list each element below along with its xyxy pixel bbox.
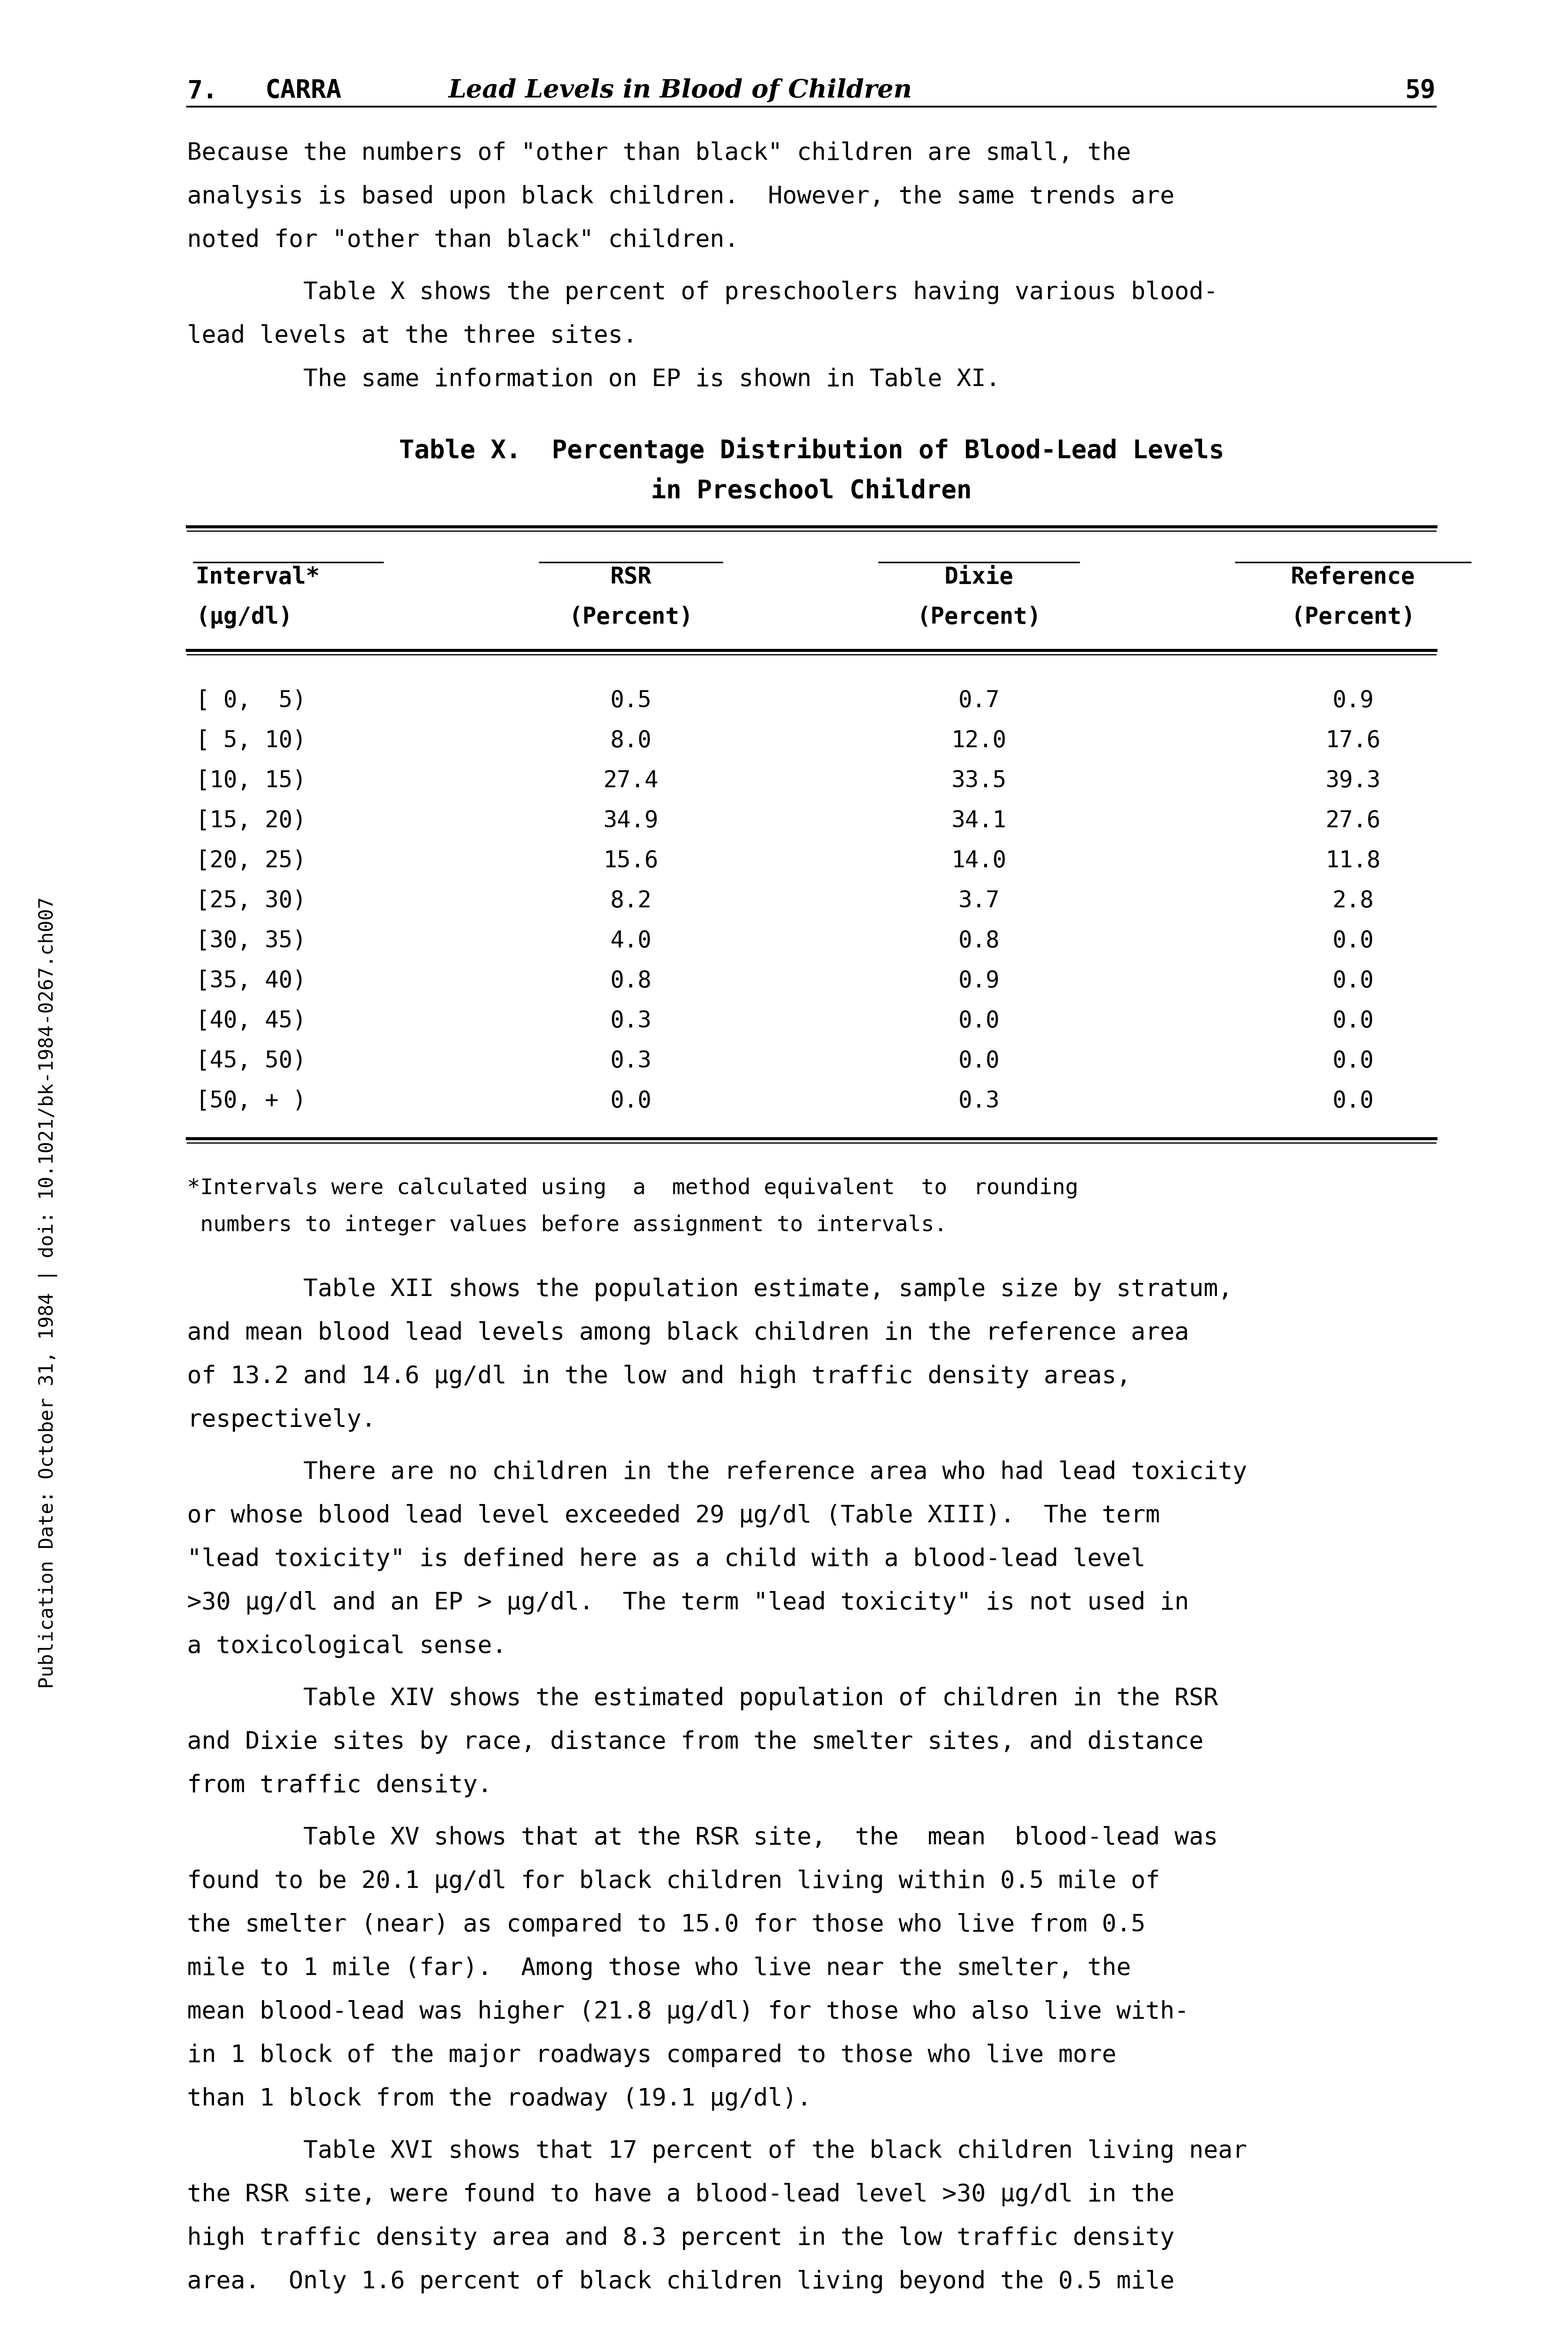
Text: CARRA: CARRA (265, 78, 342, 103)
Text: 59: 59 (1405, 78, 1436, 103)
Text: [50, + ): [50, + ) (196, 1090, 306, 1112)
Text: Table X.  Percentage Distribution of Blood-Lead Levels: Table X. Percentage Distribution of Bloo… (398, 437, 1225, 463)
Text: Table XV shows that at the RSR site,  the  mean  blood-lead was: Table XV shows that at the RSR site, the… (187, 1826, 1218, 1849)
Text: [20, 25): [20, 25) (196, 848, 306, 872)
Text: 14.0: 14.0 (952, 848, 1007, 872)
Text: (μg/dl): (μg/dl) (196, 606, 293, 627)
Text: 7.: 7. (187, 78, 218, 103)
Text: 0.9: 0.9 (1333, 689, 1374, 712)
Text: 34.9: 34.9 (604, 808, 659, 832)
Text: found to be 20.1 μg/dl for black children living within 0.5 mile of: found to be 20.1 μg/dl for black childre… (187, 1871, 1160, 1894)
Text: noted for "other than black" children.: noted for "other than black" children. (187, 228, 739, 251)
Text: (Percent): (Percent) (917, 606, 1041, 627)
Text: 0.0: 0.0 (958, 1050, 1000, 1072)
Text: 17.6: 17.6 (1325, 728, 1381, 752)
Text: a toxicological sense.: a toxicological sense. (187, 1636, 506, 1659)
Text: Table XII shows the population estimate, sample size by stratum,: Table XII shows the population estimate,… (187, 1278, 1232, 1302)
Text: 0.3: 0.3 (610, 1010, 652, 1032)
Text: 27.6: 27.6 (1325, 808, 1381, 832)
Text: 0.0: 0.0 (610, 1090, 652, 1112)
Text: 0.9: 0.9 (958, 971, 1000, 992)
Text: in 1 block of the major roadways compared to those who live more: in 1 block of the major roadways compare… (187, 2044, 1116, 2068)
Text: [35, 40): [35, 40) (196, 971, 306, 992)
Text: 0.0: 0.0 (1333, 1050, 1374, 1072)
Text: the smelter (near) as compared to 15.0 for those who live from 0.5: the smelter (near) as compared to 15.0 f… (187, 1913, 1146, 1936)
Text: There are no children in the reference area who had lead toxicity: There are no children in the reference a… (187, 1459, 1247, 1483)
Text: Reference: Reference (1290, 566, 1416, 588)
Text: 0.5: 0.5 (610, 689, 652, 712)
Text: of 13.2 and 14.6 μg/dl in the low and high traffic density areas,: of 13.2 and 14.6 μg/dl in the low and hi… (187, 1365, 1131, 1389)
Text: [40, 45): [40, 45) (196, 1010, 306, 1032)
Text: 0.0: 0.0 (1333, 1090, 1374, 1112)
Text: 11.8: 11.8 (1325, 848, 1381, 872)
Text: and Dixie sites by race, distance from the smelter sites, and distance: and Dixie sites by race, distance from t… (187, 1730, 1204, 1753)
Text: [10, 15): [10, 15) (196, 768, 306, 792)
Text: mile to 1 mile (far).  Among those who live near the smelter, the: mile to 1 mile (far). Among those who li… (187, 1958, 1131, 1981)
Text: lead levels at the three sites.: lead levels at the three sites. (187, 324, 637, 348)
Text: 39.3: 39.3 (1325, 768, 1381, 792)
Text: area.  Only 1.6 percent of black children living beyond the 0.5 mile: area. Only 1.6 percent of black children… (187, 2270, 1174, 2294)
Text: Table XVI shows that 17 percent of the black children living near: Table XVI shows that 17 percent of the b… (187, 2138, 1247, 2162)
Text: 27.4: 27.4 (604, 768, 659, 792)
Text: 8.2: 8.2 (610, 891, 652, 912)
Text: 0.0: 0.0 (958, 1010, 1000, 1032)
Text: 0.0: 0.0 (1333, 971, 1374, 992)
Text: RSR: RSR (610, 566, 652, 588)
Text: The same information on EP is shown in Table XI.: The same information on EP is shown in T… (187, 367, 1000, 390)
Text: Because the numbers of "other than black" children are small, the: Because the numbers of "other than black… (187, 141, 1131, 165)
Text: 33.5: 33.5 (952, 768, 1007, 792)
Text: in Preschool Children: in Preschool Children (651, 479, 972, 503)
Text: 0.8: 0.8 (610, 971, 652, 992)
Text: 0.0: 0.0 (1333, 1010, 1374, 1032)
Text: Table X shows the percent of preschoolers having various blood-: Table X shows the percent of preschooler… (187, 280, 1218, 303)
Text: 0.0: 0.0 (1333, 931, 1374, 952)
Text: than 1 block from the roadway (19.1 μg/dl).: than 1 block from the roadway (19.1 μg/d… (187, 2087, 812, 2110)
Text: 12.0: 12.0 (952, 728, 1007, 752)
Text: "lead toxicity" is defined here as a child with a blood-lead level: "lead toxicity" is defined here as a chi… (187, 1549, 1146, 1572)
Text: 0.8: 0.8 (958, 931, 1000, 952)
Text: 0.3: 0.3 (958, 1090, 1000, 1112)
Text: Lead Levels in Blood of Children: Lead Levels in Blood of Children (448, 78, 913, 103)
Text: [45, 50): [45, 50) (196, 1050, 306, 1072)
Text: >30 μg/dl and an EP > μg/dl.  The term "lead toxicity" is not used in: >30 μg/dl and an EP > μg/dl. The term "l… (187, 1591, 1189, 1614)
Text: numbers to integer values before assignment to intervals.: numbers to integer values before assignm… (187, 1215, 947, 1236)
Text: *Intervals were calculated using  a  method equivalent  to  rounding: *Intervals were calculated using a metho… (187, 1177, 1079, 1198)
Text: mean blood-lead was higher (21.8 μg/dl) for those who also live with-: mean blood-lead was higher (21.8 μg/dl) … (187, 2000, 1189, 2023)
Text: [ 5, 10): [ 5, 10) (196, 728, 306, 752)
Text: 34.1: 34.1 (952, 808, 1007, 832)
Text: the RSR site, were found to have a blood-lead level >30 μg/dl in the: the RSR site, were found to have a blood… (187, 2183, 1174, 2207)
Text: Publication Date: October 31, 1984 | doi: 10.1021/bk-1984-0267.ch007: Publication Date: October 31, 1984 | doi… (38, 898, 58, 1687)
Text: analysis is based upon black children.  However, the same trends are: analysis is based upon black children. H… (187, 186, 1174, 209)
Text: Interval*: Interval* (196, 566, 320, 588)
Text: 0.3: 0.3 (610, 1050, 652, 1072)
Text: 8.0: 8.0 (610, 728, 652, 752)
Text: Dixie: Dixie (944, 566, 1013, 588)
Text: [15, 20): [15, 20) (196, 808, 306, 832)
Text: 15.6: 15.6 (604, 848, 659, 872)
Text: (Percent): (Percent) (569, 606, 693, 627)
Text: 4.0: 4.0 (610, 931, 652, 952)
Text: and mean blood lead levels among black children in the reference area: and mean blood lead levels among black c… (187, 1321, 1189, 1344)
Text: or whose blood lead level exceeded 29 μg/dl (Table XIII).  The term: or whose blood lead level exceeded 29 μg… (187, 1504, 1160, 1528)
Text: 3.7: 3.7 (958, 891, 1000, 912)
Text: [30, 35): [30, 35) (196, 931, 306, 952)
Text: [ 0,  5): [ 0, 5) (196, 689, 306, 712)
Text: (Percent): (Percent) (1290, 606, 1416, 627)
Text: from traffic density.: from traffic density. (187, 1774, 492, 1798)
Text: respectively.: respectively. (187, 1408, 376, 1431)
Text: [25, 30): [25, 30) (196, 891, 306, 912)
Text: Table XIV shows the estimated population of children in the RSR: Table XIV shows the estimated population… (187, 1687, 1218, 1711)
Text: 2.8: 2.8 (1333, 891, 1374, 912)
Text: 0.7: 0.7 (958, 689, 1000, 712)
Text: high traffic density area and 8.3 percent in the low traffic density: high traffic density area and 8.3 percen… (187, 2225, 1174, 2249)
